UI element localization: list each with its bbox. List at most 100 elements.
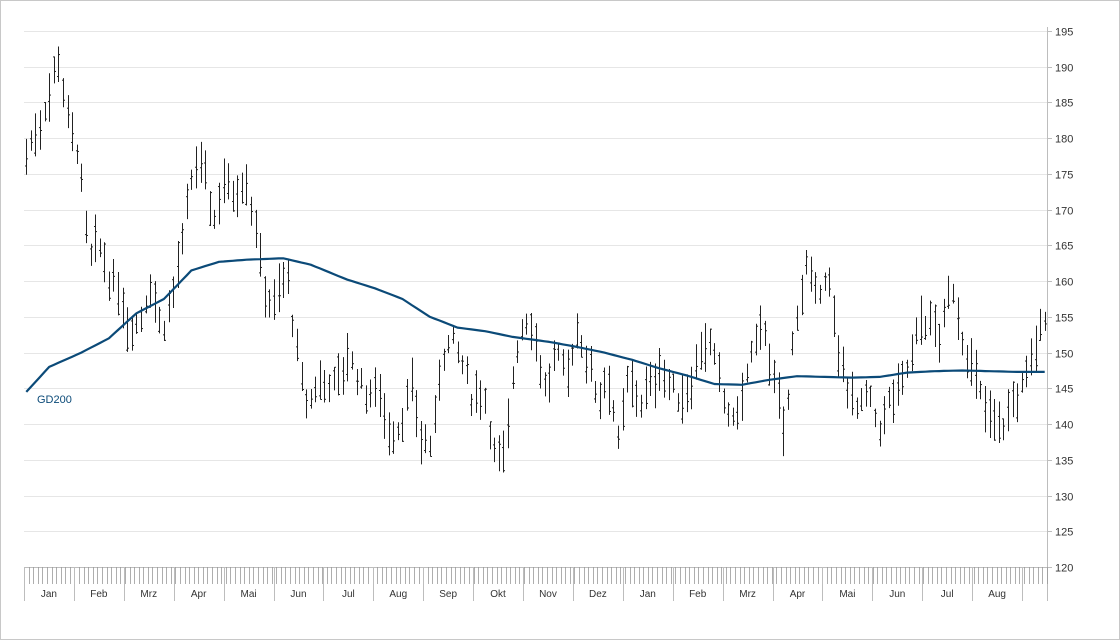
ohlc-bar (690, 366, 693, 410)
month-label-3: Apr (191, 589, 207, 600)
y-tick-label-175: 175 (1055, 170, 1073, 182)
ohlc-bar (90, 243, 93, 266)
ohlc-bar (71, 112, 74, 152)
month-label-10: Nov (539, 589, 557, 600)
ohlc-bar (915, 317, 918, 345)
ohlc-bar (438, 359, 441, 401)
ohlc-bar (791, 331, 794, 356)
ohlc-bar (599, 382, 602, 420)
ohlc-bar (379, 373, 382, 417)
month-label-16: Mai (839, 589, 855, 600)
month-label-2: Mrz (140, 589, 157, 600)
y-tick-label-120: 120 (1055, 563, 1073, 575)
ohlc-bar (975, 349, 978, 399)
ohlc-bar (787, 389, 790, 410)
ohlc-bar (732, 407, 735, 426)
ohlc-bar (548, 363, 551, 403)
ohlc-bar (411, 357, 414, 402)
ohlc-bar (135, 314, 138, 334)
ohlc-bar (979, 380, 982, 400)
ohlc-bar (677, 393, 680, 412)
ohlc-bar (223, 158, 226, 204)
ohlc-bar (429, 435, 432, 457)
ohlc-bar (108, 271, 111, 301)
ohlc-bar (466, 356, 469, 384)
ohlc-bar (57, 46, 60, 82)
ohlc-bar (209, 191, 212, 227)
ohlc-bar (750, 340, 753, 363)
ohlc-bar (796, 305, 799, 331)
ohlc-bar (319, 360, 322, 400)
ohlc-bar (498, 435, 501, 472)
ohlc-bar (938, 323, 941, 363)
ohlc-bar (947, 275, 950, 309)
ohlc-bar (631, 359, 634, 408)
ohlc-bar (828, 267, 831, 297)
ohlc-bar (901, 360, 904, 395)
ohlc-bar (493, 437, 496, 463)
ohlc-bar (580, 335, 583, 358)
ohlc-bar (544, 372, 547, 397)
ohlc-bar (1002, 418, 1005, 441)
ohlc-bar (961, 331, 964, 356)
month-label-12: Jan (640, 589, 656, 600)
ohlc-bar (356, 368, 359, 396)
ohlc-bar (649, 361, 652, 396)
y-tick-label-150: 150 (1055, 349, 1073, 361)
ohlc-bar (1016, 383, 1019, 423)
ohlc-bar (535, 323, 538, 362)
ohlc-bar (204, 150, 207, 190)
ohlc-bar (177, 241, 180, 289)
ohlc-bar (76, 144, 79, 164)
month-label-1: Feb (90, 589, 108, 600)
ohlc-bar (406, 378, 409, 411)
ohlc-bar (457, 341, 460, 364)
ohlc-bar (645, 366, 648, 410)
ohlc-bar (475, 370, 478, 413)
ohlc-bar (920, 295, 923, 345)
ohlc-bar (434, 395, 437, 434)
ohlc-bar (126, 307, 129, 352)
ohlc-bar (346, 333, 349, 382)
ohlc-bar (397, 422, 400, 441)
month-label-7: Aug (389, 589, 407, 600)
y-tick-label-185: 185 (1055, 98, 1073, 110)
month-label-9: Okt (490, 589, 506, 600)
ohlc-bar (255, 209, 258, 248)
ohlc-bar (768, 343, 771, 386)
ohlc-bar (658, 348, 661, 391)
ohlc-bar (571, 343, 574, 366)
ohlc-bar (25, 138, 28, 175)
ohlc-bar (67, 95, 70, 129)
ohlc-bar (764, 320, 767, 347)
ohlc-bar (85, 210, 88, 244)
ohlc-bar (259, 232, 262, 277)
ohlc-bar (897, 363, 900, 406)
ohlc-bar (181, 223, 184, 255)
ohlc-bar (103, 242, 106, 283)
ohlc-bar (869, 385, 872, 407)
ohlc-bar (195, 146, 198, 189)
ohlc-bar (213, 209, 216, 229)
ohlc-bar (952, 283, 955, 304)
ohlc-bar (746, 363, 749, 383)
ohlc-bar (250, 196, 253, 226)
ohlc-bar (507, 398, 510, 449)
ohlc-bar (1035, 325, 1038, 373)
ohlc-bar (1039, 308, 1042, 341)
ohlc-bar (1021, 371, 1024, 393)
month-label-0: Jan (41, 589, 57, 600)
ohlc-bar (874, 408, 877, 428)
ohlc-bar (622, 388, 625, 431)
ohlc-bar (149, 274, 152, 308)
ohlc-bar (989, 390, 992, 438)
ohlc-bar (846, 377, 849, 409)
ohlc-bar (562, 349, 565, 376)
ohlc-bar (388, 412, 391, 456)
ohlc-bar (553, 340, 556, 372)
y-tick-label-135: 135 (1055, 456, 1073, 468)
ohlc-bar (773, 359, 776, 394)
ohlc-bar (998, 401, 1001, 443)
moving-average-layer (25, 257, 1045, 393)
ohlc-bar (53, 56, 56, 84)
